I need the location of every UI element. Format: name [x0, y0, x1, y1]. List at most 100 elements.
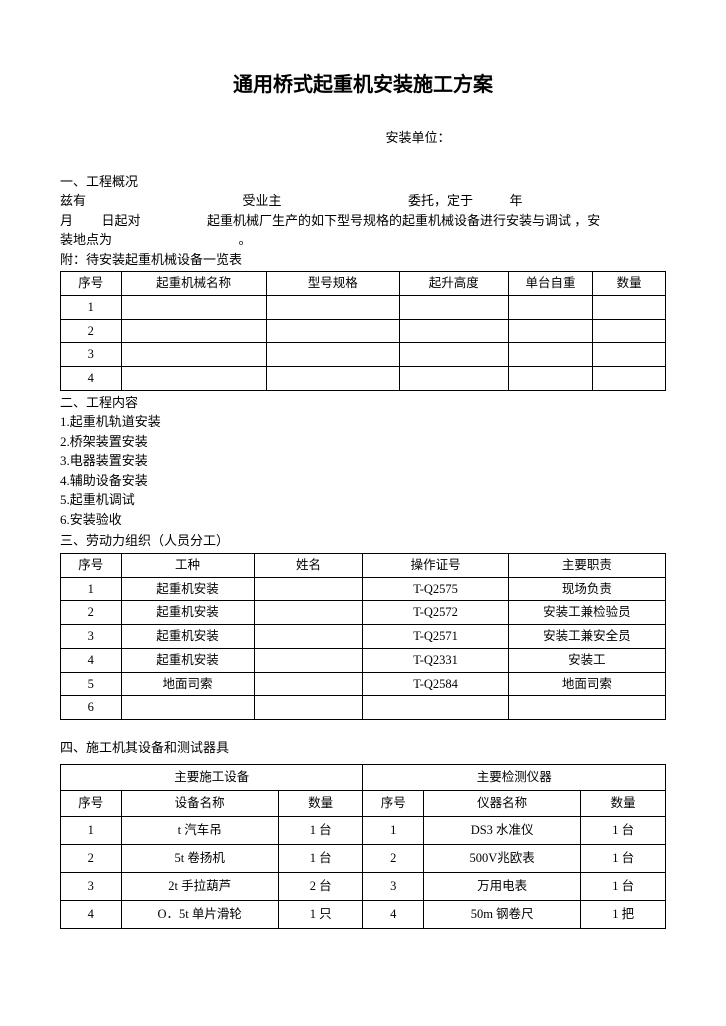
- section1-line3: 装地点为 。: [60, 230, 666, 250]
- table-cell: T-Q2571: [363, 625, 508, 649]
- table-cell: 1: [363, 816, 424, 844]
- table-row: 2起重机安装T-Q2572安装工兼检验员: [61, 601, 666, 625]
- table-cell: 1 台: [581, 872, 666, 900]
- table-row: 3起重机安装T-Q2571安装工兼安全员: [61, 625, 666, 649]
- table-cell: [399, 343, 508, 367]
- table-header: 序号: [61, 790, 122, 816]
- list-item: 2.桥架装置安装: [60, 432, 666, 452]
- table-cell: 1 台: [581, 816, 666, 844]
- table-cell: [254, 577, 363, 601]
- table-cell: T-Q2572: [363, 601, 508, 625]
- table-cell: 2: [61, 319, 122, 343]
- table-header: 设备名称: [121, 790, 278, 816]
- table-cell: 起重机安装: [121, 625, 254, 649]
- table-cell: 起重机安装: [121, 648, 254, 672]
- section3-heading: 三、劳动力组织（人员分工）: [60, 531, 666, 551]
- table-cell: T-Q2575: [363, 577, 508, 601]
- table-row: 32t 手拉葫芦2 台3万用电表1 台: [61, 872, 666, 900]
- table-cell: T-Q2584: [363, 672, 508, 696]
- table-cell: 安装工兼检验员: [508, 601, 665, 625]
- doc-title: 通用桥式起重机安装施工方案: [60, 70, 666, 100]
- table-row: 4: [61, 367, 666, 391]
- table-cell: [254, 601, 363, 625]
- table-cell: 5t 卷扬机: [121, 844, 278, 872]
- table-cell: [363, 696, 508, 720]
- table-header: 仪器名称: [423, 790, 580, 816]
- table-cell: [266, 367, 399, 391]
- table-cell: [593, 295, 666, 319]
- table-cell: [254, 696, 363, 720]
- table-cell: 2t 手拉葫芦: [121, 872, 278, 900]
- table-header: 序号: [61, 272, 122, 296]
- text: 受业主: [243, 193, 282, 208]
- table-cell: [121, 367, 266, 391]
- table-cell: [121, 295, 266, 319]
- table-cell: 500V兆欧表: [423, 844, 580, 872]
- table-row: 5地面司索T-Q2584地面司索: [61, 672, 666, 696]
- table-cell: 起重机安装: [121, 577, 254, 601]
- text: 。: [239, 232, 252, 247]
- table-row: 1起重机安装 T-Q2575现场负责: [61, 577, 666, 601]
- section1-line1: 兹有 受业主 委托，定于 年: [60, 191, 666, 211]
- table-cell: [508, 295, 593, 319]
- table-row: 1t 汽车吊1 台1DS3 水准仪1 台: [61, 816, 666, 844]
- doc-subtitle: 安装单位：: [60, 128, 666, 148]
- table-cell: [254, 648, 363, 672]
- table-row: 4起重机安装T-Q2331安装工: [61, 648, 666, 672]
- table-header: 单台自重: [508, 272, 593, 296]
- section1-heading: 一、工程概况: [60, 172, 666, 192]
- table-cell: 3: [61, 625, 122, 649]
- list-item: 1.起重机轨道安装: [60, 412, 666, 432]
- table-header: 序号: [363, 790, 424, 816]
- table-cell: 地面司索: [508, 672, 665, 696]
- tools-table: 主要施工设备主要检测仪器序号设备名称数量序号仪器名称数量1t 汽车吊1 台1DS…: [60, 764, 666, 929]
- table-header: 数量: [581, 790, 666, 816]
- section2-heading: 二、工程内容: [60, 393, 666, 413]
- text: 月: [60, 213, 73, 228]
- table-cell: 1: [61, 295, 122, 319]
- table-cell: O．5t 单片滑轮: [121, 900, 278, 928]
- table-cell: DS3 水准仪: [423, 816, 580, 844]
- table-cell: t 汽车吊: [121, 816, 278, 844]
- text: 装地点为: [60, 232, 112, 247]
- table-row: 4O．5t 单片滑轮1 只450m 钢卷尺1 把: [61, 900, 666, 928]
- table-cell: 4: [61, 367, 122, 391]
- table-group-header: 主要施工设备: [61, 764, 363, 790]
- table-cell: 4: [61, 648, 122, 672]
- table-cell: 6: [61, 696, 122, 720]
- table-header: 数量: [593, 272, 666, 296]
- text: 年: [510, 193, 523, 208]
- table-cell: 2: [61, 844, 122, 872]
- table-cell: [254, 625, 363, 649]
- table-cell: 1: [61, 816, 122, 844]
- table-cell: 3: [61, 872, 122, 900]
- text: 兹有: [60, 193, 86, 208]
- table-header: 工种: [121, 553, 254, 577]
- table-header: 型号规格: [266, 272, 399, 296]
- list-item: 3.电器装置安装: [60, 451, 666, 471]
- table-cell: [266, 319, 399, 343]
- table-cell: 2: [363, 844, 424, 872]
- table-row: 1: [61, 295, 666, 319]
- table-cell: T-Q2331: [363, 648, 508, 672]
- table-cell: 2: [61, 601, 122, 625]
- list-item: 4.辅助设备安装: [60, 471, 666, 491]
- table-cell: [121, 343, 266, 367]
- table-cell: 5: [61, 672, 122, 696]
- table-cell: [593, 367, 666, 391]
- section1-attach: 附：待安装起重机械设备一览表: [60, 250, 666, 270]
- table-cell: [266, 343, 399, 367]
- table-group-header: 主要检测仪器: [363, 764, 666, 790]
- personnel-table: 序号工种姓名操作证号主要职责1起重机安装T-Q2575现场负责2起重机安装T-Q…: [60, 553, 666, 720]
- table-cell: [121, 319, 266, 343]
- table-cell: 1: [61, 577, 122, 601]
- section4-heading: 四、施工机其设备和测试器具: [60, 738, 666, 758]
- table-cell: 现场负责: [508, 577, 665, 601]
- table-row: 6: [61, 696, 666, 720]
- table-cell: [593, 319, 666, 343]
- table-cell: [399, 295, 508, 319]
- table-header: 主要职责: [508, 553, 665, 577]
- table-cell: 4: [363, 900, 424, 928]
- equipment-table: 序号起重机械名称型号规格起升高度单台自重数量1234: [60, 271, 666, 391]
- table-cell: 50m 钢卷尺: [423, 900, 580, 928]
